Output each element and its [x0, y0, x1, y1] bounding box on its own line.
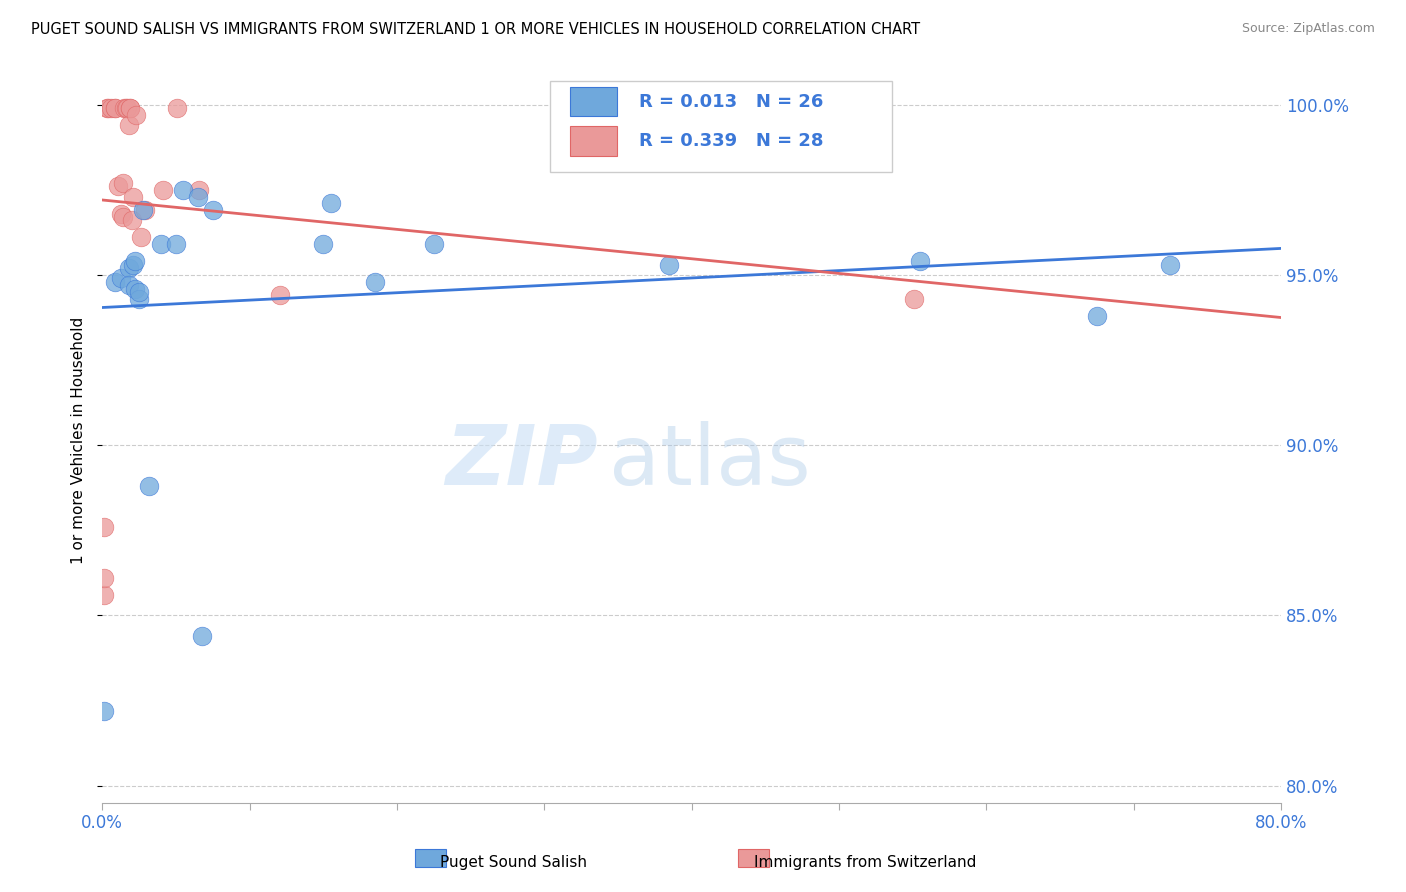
Text: atlas: atlas: [609, 421, 811, 502]
Point: [122, 258, 145, 272]
Point: [201, 203, 224, 218]
Text: ZIP: ZIP: [444, 421, 598, 502]
Point: [128, 285, 150, 299]
Point: [104, 101, 127, 115]
Text: Immigrants from Switzerland: Immigrants from Switzerland: [754, 855, 976, 870]
Point: [903, 292, 925, 306]
Text: R = 0.339   N = 28: R = 0.339 N = 28: [638, 132, 823, 150]
Point: [270, 288, 292, 302]
Point: [166, 101, 188, 115]
Point: [124, 281, 146, 295]
Point: [120, 101, 142, 115]
Point: [100, 101, 122, 115]
Point: [112, 101, 135, 115]
Point: [93, 704, 115, 718]
Point: [111, 210, 134, 224]
Point: [364, 275, 387, 289]
Point: [152, 183, 174, 197]
Point: [172, 183, 194, 197]
Bar: [415, 849, 446, 867]
Text: Source: ZipAtlas.com: Source: ZipAtlas.com: [1241, 22, 1375, 36]
Point: [312, 237, 335, 252]
Point: [1085, 309, 1108, 323]
Point: [191, 629, 214, 643]
Point: [150, 237, 173, 252]
Bar: [571, 87, 617, 116]
Point: [124, 254, 146, 268]
Point: [117, 101, 139, 115]
FancyBboxPatch shape: [550, 81, 891, 172]
Bar: [738, 849, 769, 867]
Point: [104, 101, 127, 115]
Point: [134, 203, 156, 218]
Point: [118, 118, 141, 132]
Point: [93, 588, 115, 602]
Point: [319, 196, 342, 211]
Point: [104, 275, 127, 289]
Point: [97, 101, 120, 115]
Point: [93, 520, 115, 534]
Text: R = 0.013   N = 26: R = 0.013 N = 26: [638, 93, 823, 111]
Point: [908, 254, 931, 268]
Point: [122, 189, 145, 203]
Point: [111, 176, 134, 190]
Point: [188, 183, 211, 197]
Point: [96, 101, 118, 115]
Bar: [571, 127, 617, 155]
Point: [1159, 258, 1181, 272]
Point: [132, 203, 155, 218]
Y-axis label: 1 or more Vehicles in Household: 1 or more Vehicles in Household: [72, 317, 86, 564]
Point: [110, 206, 132, 220]
Text: Puget Sound Salish: Puget Sound Salish: [440, 855, 586, 870]
Point: [93, 571, 115, 585]
Point: [118, 261, 141, 276]
Point: [125, 108, 148, 122]
Point: [129, 230, 152, 244]
Point: [422, 237, 444, 252]
Point: [120, 101, 142, 115]
Point: [110, 271, 132, 285]
Point: [121, 213, 143, 227]
Point: [658, 258, 681, 272]
Point: [107, 179, 129, 194]
Point: [187, 189, 209, 203]
Point: [138, 479, 160, 493]
Text: PUGET SOUND SALISH VS IMMIGRANTS FROM SWITZERLAND 1 OR MORE VEHICLES IN HOUSEHOL: PUGET SOUND SALISH VS IMMIGRANTS FROM SW…: [31, 22, 920, 37]
Point: [128, 292, 150, 306]
Point: [114, 101, 136, 115]
Point: [118, 278, 141, 293]
Point: [165, 237, 187, 252]
